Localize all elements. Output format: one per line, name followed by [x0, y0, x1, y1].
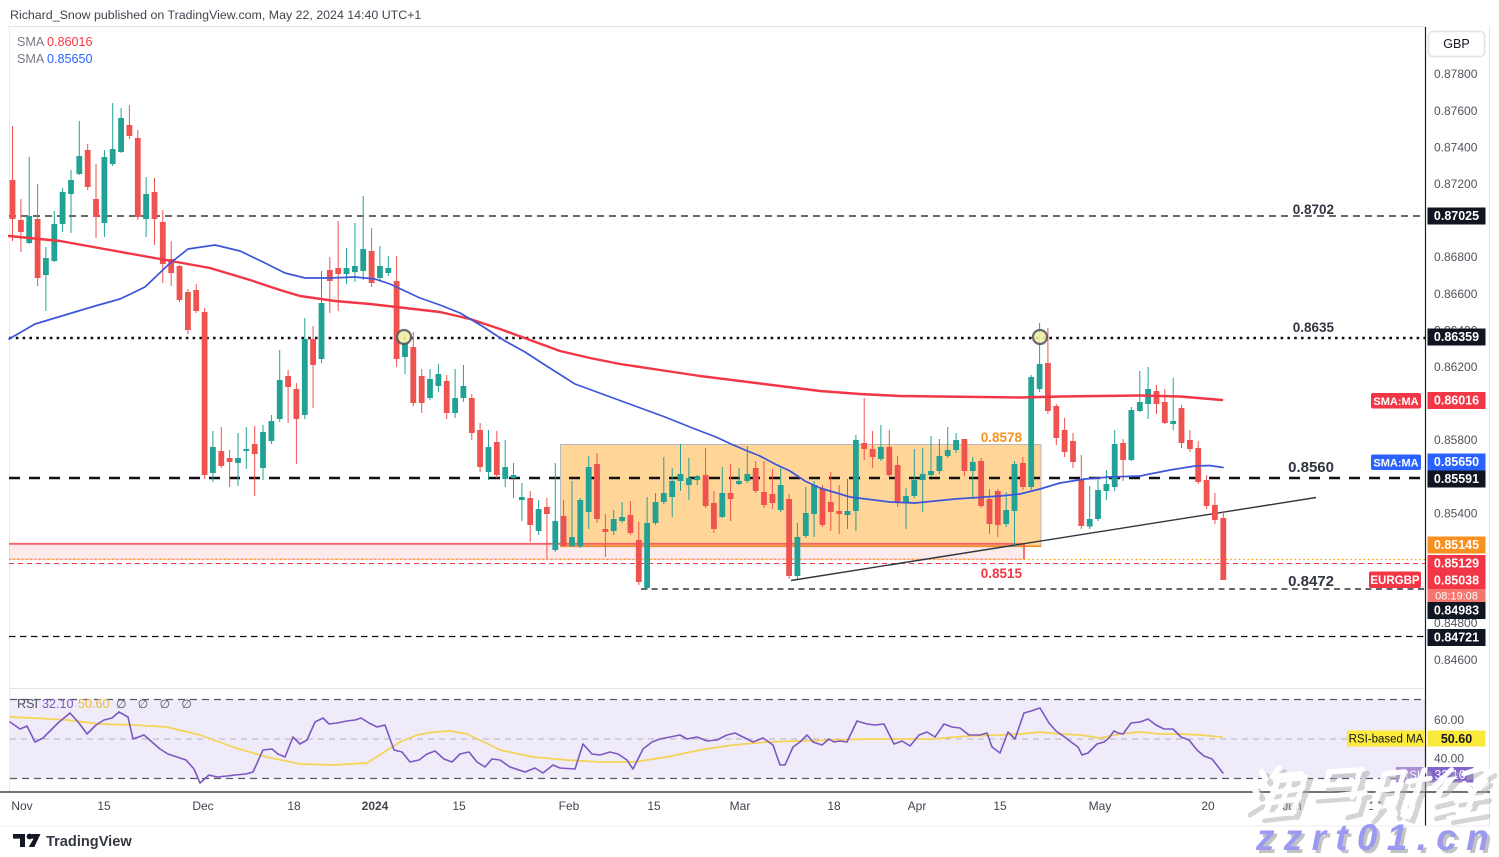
svg-text:SMA: SMA	[17, 52, 45, 66]
svg-text:60.00: 60.00	[1434, 713, 1464, 727]
svg-text:0.85038: 0.85038	[1434, 574, 1479, 588]
svg-text:0.8578: 0.8578	[981, 430, 1023, 445]
svg-text:SMA: SMA	[17, 35, 45, 49]
svg-text:18: 18	[287, 799, 301, 813]
svg-text:0.87600: 0.87600	[1434, 104, 1478, 118]
svg-text:0.87400: 0.87400	[1434, 140, 1478, 154]
svg-text:0.8560: 0.8560	[1288, 459, 1334, 476]
svg-text:0.8635: 0.8635	[1293, 320, 1335, 335]
svg-text:0.85650: 0.85650	[47, 52, 93, 66]
svg-text:08:19:08: 08:19:08	[1435, 591, 1478, 603]
svg-text:2024: 2024	[362, 799, 389, 813]
svg-text:EURGBP: EURGBP	[1370, 575, 1420, 587]
svg-text:0.85800: 0.85800	[1434, 433, 1478, 447]
svg-text:0.84983: 0.84983	[1434, 604, 1479, 618]
svg-text:0.87025: 0.87025	[1434, 209, 1479, 223]
svg-text:SMA:MA: SMA:MA	[1373, 457, 1418, 469]
svg-text:0.84800: 0.84800	[1434, 616, 1478, 630]
svg-text:0.85591: 0.85591	[1434, 472, 1479, 486]
svg-text:May: May	[1089, 799, 1112, 813]
svg-text:0.86200: 0.86200	[1434, 360, 1478, 374]
svg-text:∅ ∅ ∅ ∅: ∅ ∅ ∅ ∅	[116, 697, 196, 711]
svg-text:0.85400: 0.85400	[1434, 506, 1478, 520]
svg-text:32.10: 32.10	[42, 697, 74, 711]
svg-text:0.86800: 0.86800	[1434, 250, 1478, 264]
svg-text:SMA:MA: SMA:MA	[1373, 396, 1418, 408]
svg-text:TradingView: TradingView	[46, 834, 132, 850]
svg-text:15: 15	[452, 799, 466, 813]
svg-text:Richard_Snow published on Trad: Richard_Snow published on TradingView.co…	[10, 8, 421, 22]
svg-text:0.86016: 0.86016	[47, 35, 93, 49]
svg-text:0.86359: 0.86359	[1434, 330, 1479, 344]
svg-text:50.60: 50.60	[1441, 732, 1472, 746]
svg-text:GBP: GBP	[1443, 37, 1469, 51]
svg-text:0.8702: 0.8702	[1293, 202, 1334, 217]
svg-text:Dec: Dec	[192, 799, 213, 813]
svg-text:15: 15	[97, 799, 111, 813]
svg-text:0.86016: 0.86016	[1434, 394, 1479, 408]
svg-text:zzrt01.cn: zzrt01.cn	[1255, 817, 1498, 857]
svg-text:0.84600: 0.84600	[1434, 653, 1478, 667]
svg-text:Feb: Feb	[559, 799, 580, 813]
svg-text:0.85145: 0.85145	[1434, 538, 1479, 552]
svg-text:RSI: RSI	[17, 697, 38, 711]
svg-text:0.85129: 0.85129	[1434, 557, 1479, 571]
svg-text:18: 18	[827, 799, 841, 813]
svg-text:Mar: Mar	[730, 799, 751, 813]
svg-text:50.60: 50.60	[78, 697, 110, 711]
svg-text:20: 20	[1201, 799, 1215, 813]
svg-text:RSI-based MA: RSI-based MA	[1349, 734, 1424, 746]
svg-text:0.87800: 0.87800	[1434, 67, 1478, 81]
svg-text:Apr: Apr	[908, 799, 927, 813]
svg-text:15: 15	[647, 799, 661, 813]
svg-text:0.87200: 0.87200	[1434, 177, 1478, 191]
svg-text:zzrt01.cn: zzrt01.cn	[1258, 820, 1499, 857]
svg-text:40.00: 40.00	[1434, 752, 1464, 766]
svg-text:Nov: Nov	[11, 799, 32, 813]
svg-text:0.8515: 0.8515	[981, 566, 1023, 581]
svg-text:15: 15	[993, 799, 1007, 813]
svg-text:0.86600: 0.86600	[1434, 287, 1478, 301]
svg-text:0.85650: 0.85650	[1434, 455, 1479, 469]
svg-text:0.8472: 0.8472	[1288, 573, 1334, 590]
svg-text:0.84721: 0.84721	[1434, 631, 1479, 645]
